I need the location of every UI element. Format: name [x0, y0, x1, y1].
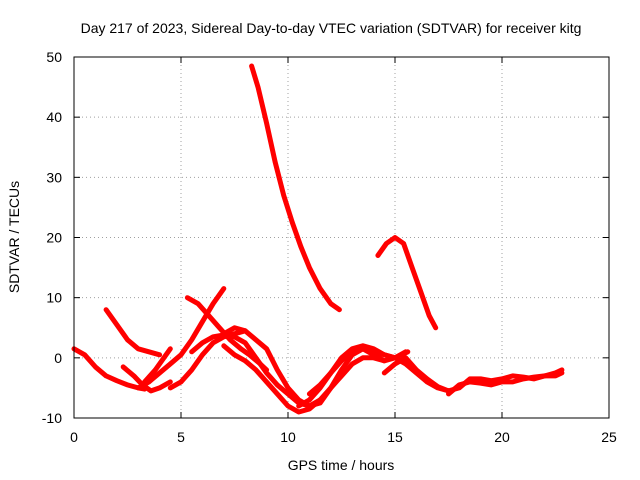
plot-frame: [73, 56, 610, 419]
y-axis-label: SDTVAR / TECUs: [6, 181, 22, 293]
x-tick-label: 0: [70, 429, 78, 445]
chart-title: Day 217 of 2023, Sidereal Day-to-day VTE…: [81, 20, 582, 36]
series-line-arc-2: [103, 307, 163, 358]
x-tick-label: 10: [280, 429, 296, 445]
x-tick-label: 20: [494, 429, 510, 445]
y-tick-label: 20: [46, 230, 62, 246]
series-line-arc-14: [375, 235, 439, 331]
x-tick-label: 15: [387, 429, 403, 445]
series-line-arc-16: [446, 367, 565, 397]
series-line-arc-13: [306, 343, 411, 397]
series-line-arc-8: [189, 332, 323, 409]
series-line-arc-9: [221, 325, 387, 409]
series-line-arc-3: [120, 364, 173, 394]
series-line-arc-10: [221, 343, 409, 415]
y-tick-label: 30: [46, 169, 62, 185]
y-tick-label: -10: [42, 410, 62, 426]
series-line-arc-11: [249, 63, 342, 313]
y-tick-label: 0: [54, 350, 62, 366]
y-tick-label: 40: [46, 109, 62, 125]
series-line-arc-5: [142, 346, 173, 385]
y-tick-label: 10: [46, 290, 62, 306]
series-line-arc-1: [71, 346, 148, 392]
series-line-arc-15: [381, 355, 565, 394]
x-tick-label: 5: [177, 429, 185, 445]
x-axis-label: GPS time / hours: [288, 457, 395, 473]
series-line-arc-4: [135, 286, 227, 391]
ticks: 0 5 10 15 20 25 -10 0 10 20 30 40 50: [42, 49, 617, 445]
y-tick-label: 50: [46, 49, 62, 65]
series-group: [71, 63, 565, 415]
x-tick-label: 25: [601, 429, 617, 445]
